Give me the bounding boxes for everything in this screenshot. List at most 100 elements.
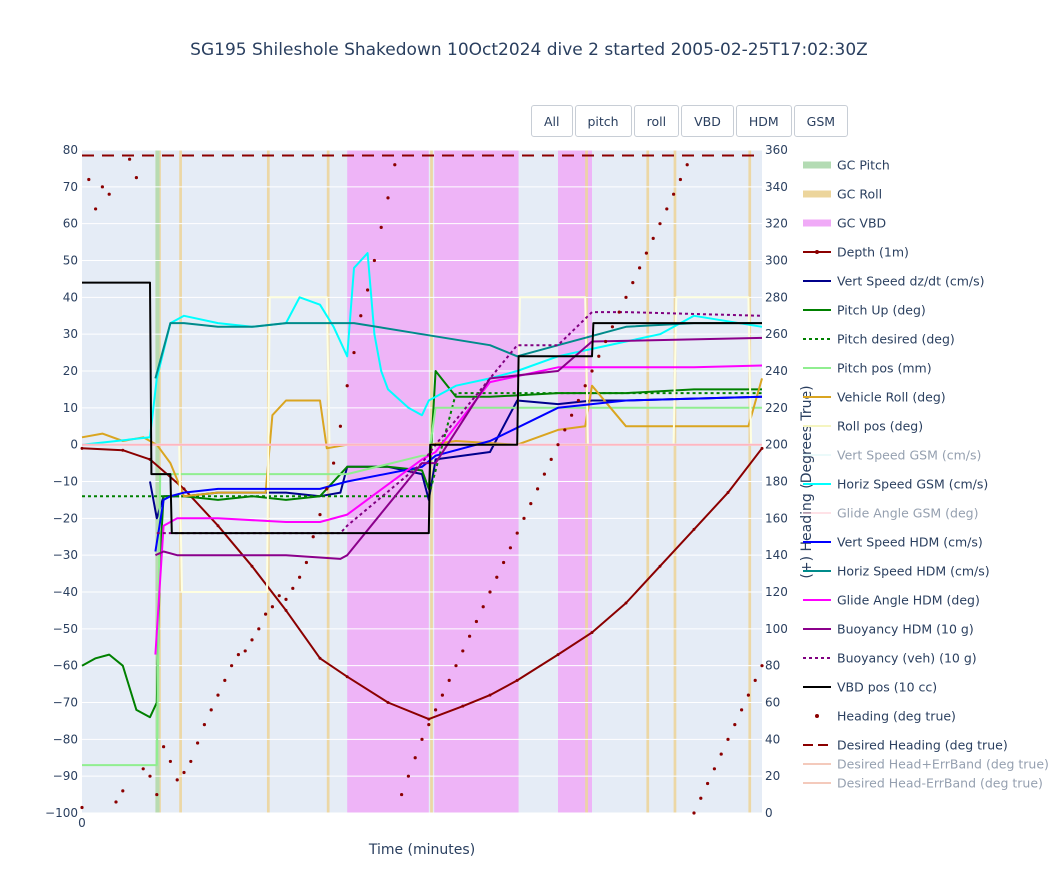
heading-point (277, 594, 281, 598)
legend-item-gc-vbd[interactable]: GC VBD (803, 216, 886, 231)
y-tick-label: −50 (53, 622, 78, 636)
heading-point (168, 759, 172, 764)
y-tick-label: −60 (53, 659, 78, 673)
heading-point (706, 781, 710, 786)
heading-point (692, 811, 696, 815)
heading-point (638, 266, 642, 270)
heading-point (325, 487, 329, 491)
y-tick-label: 0 (70, 438, 78, 452)
legend-item-vbd-pos-10-cc[interactable]: VBD pos (10 cc) (803, 680, 937, 695)
roll-button[interactable]: roll (633, 105, 680, 137)
legend-label: Pitch pos (mm) (837, 361, 932, 376)
depth-point (590, 631, 594, 635)
legend-label: Horiz Speed HDM (cm/s) (837, 564, 990, 579)
heading-point (522, 516, 526, 520)
legend-label: Depth (1m) (837, 245, 909, 260)
y2-tick-label: 300 (765, 254, 788, 268)
heading-point (148, 774, 152, 778)
legend-item-roll-pos-deg[interactable]: Roll pos (deg) (803, 419, 923, 434)
legend-item-heading-deg-true[interactable]: Heading (deg true) (815, 709, 956, 724)
depth-point (624, 601, 628, 605)
pitch-pos-mm-series (82, 406, 762, 767)
heading-point (196, 741, 200, 745)
legend-item-buoyancy-hdm-10-g[interactable]: Buoyancy HDM (10 g) (803, 622, 974, 637)
y-tick-label: 80 (63, 143, 78, 157)
legend-item-horiz-speed-hdm-cm-s[interactable]: Horiz Speed HDM (cm/s) (803, 564, 990, 579)
legend-label: Pitch desired (deg) (837, 332, 955, 347)
legend-item-pitch-desired-deg[interactable]: Pitch desired (deg) (803, 332, 955, 347)
legend-item-desired-heading-deg-true[interactable]: Desired Heading (deg true) (803, 738, 1008, 753)
legend-item-desired-head-errband-deg-true[interactable]: Desired Head-ErrBand (deg true) (803, 776, 1043, 791)
heading-point (529, 502, 533, 506)
heading-point (284, 597, 288, 601)
depth-point (515, 678, 519, 682)
legend-label: Vert Speed HDM (cm/s) (837, 535, 983, 550)
legend-label: GC Roll (837, 187, 882, 202)
heading-point (488, 590, 492, 594)
legend-item-pitch-pos-mm[interactable]: Pitch pos (mm) (803, 361, 932, 376)
legend-item-vert-speed-hdm-cm-s[interactable]: Vert Speed HDM (cm/s) (803, 535, 983, 550)
series-layer (80, 154, 764, 815)
legend-item-horiz-speed-gsm-cm-s[interactable]: Horiz Speed GSM (cm/s) (803, 477, 988, 492)
legend-item-gc-pitch[interactable]: GC Pitch (803, 158, 890, 173)
y-tick-label: 50 (63, 254, 78, 268)
legend-item-depth-1m[interactable]: Depth (1m) (803, 245, 909, 260)
vbd-button[interactable]: VBD (681, 105, 734, 137)
depth-point (182, 487, 186, 491)
y-tick-label: −20 (53, 511, 78, 525)
heading-point (515, 531, 519, 535)
all-button[interactable]: All (531, 105, 573, 137)
legend-label: Heading (deg true) (837, 709, 956, 724)
heading-point (746, 693, 751, 697)
y2-tick-label: 40 (765, 732, 780, 746)
heading-point (570, 413, 574, 417)
heading-point (672, 192, 676, 196)
legend-label: Buoyancy (veh) (10 g) (837, 651, 977, 666)
legend-label: VBD pos (10 cc) (837, 680, 937, 695)
legend-item-desired-head-errband-deg-true[interactable]: Desired Head+ErrBand (deg true) (803, 757, 1049, 772)
heading-point (434, 708, 438, 712)
legend-item-vert-speed-dz-dt-cm-s[interactable]: Vert Speed dz/dt (cm/s) (803, 274, 985, 289)
pitch-button[interactable]: pitch (574, 105, 632, 137)
heading-point (753, 678, 757, 683)
heading-point (100, 185, 104, 189)
heading-point (590, 369, 594, 373)
legend-item-gc-roll[interactable]: GC Roll (803, 187, 882, 202)
legend-item-vert-speed-gsm-cm-s[interactable]: Vert Speed GSM (cm/s) (803, 448, 981, 463)
legend: GC Pitch GC Roll GC VBD Depth (1m) Vert Spee… (803, 158, 1049, 791)
legend-label: Horiz Speed GSM (cm/s) (837, 477, 988, 492)
y2-axis-label: (+) Heading (Degrees True) (799, 385, 815, 578)
pitch-up-deg-series (81, 370, 762, 719)
y-tick-label: −40 (53, 585, 78, 599)
y2-tick-label: 340 (765, 180, 788, 194)
x-tick-label: 0 (78, 816, 86, 830)
heading-point (80, 805, 84, 810)
heading-point (372, 258, 376, 263)
legend-item-vehicle-roll-deg[interactable]: Vehicle Roll (deg) (803, 390, 946, 405)
heading-point (257, 627, 261, 631)
hdm-button[interactable]: HDM (735, 105, 792, 137)
legend-item-pitch-up-deg[interactable]: Pitch Up (deg) (803, 303, 926, 318)
heading-point (175, 778, 179, 782)
legend-label: Roll pos (deg) (837, 419, 923, 434)
heading-point (678, 177, 683, 182)
heading-point (121, 789, 125, 793)
heading-point (502, 560, 506, 565)
legend-label: Pitch Up (deg) (837, 303, 926, 318)
heading-point (87, 177, 91, 182)
y2-tick-label: 320 (765, 217, 788, 231)
depth-point (386, 701, 390, 704)
y-tick-label: 20 (63, 364, 78, 378)
legend-item-buoyancy-veh-10-g[interactable]: Buoyancy (veh) (10 g) (803, 651, 977, 666)
heading-point (359, 314, 363, 318)
vbd-pos-10-cc-series (82, 281, 762, 535)
legend-item-glide-angle-gsm-deg[interactable]: Glide Angle GSM (deg) (803, 506, 978, 521)
depth-point (80, 446, 84, 450)
heading-point (712, 767, 717, 771)
heading-point (726, 737, 730, 741)
legend-label: Desired Head-ErrBand (deg true) (837, 776, 1043, 791)
heading-point (427, 723, 431, 727)
y-tick-label: 40 (63, 290, 78, 304)
gsm-button[interactable]: GSM (793, 105, 849, 137)
legend-item-glide-angle-hdm-deg[interactable]: Glide Angle HDM (deg) (803, 593, 980, 608)
